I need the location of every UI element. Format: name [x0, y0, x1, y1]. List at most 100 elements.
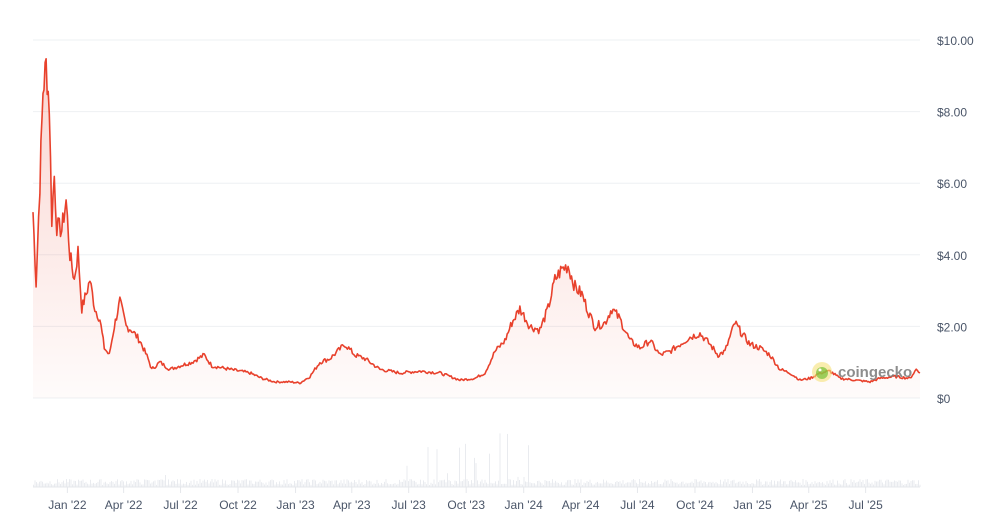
- volume-bar: [393, 483, 394, 487]
- volume-bar: [298, 480, 300, 487]
- volume-bar: [228, 484, 229, 487]
- volume-bar: [210, 481, 211, 487]
- volume-bar: [817, 482, 819, 487]
- volume-bar: [504, 483, 505, 487]
- volume-bar: [343, 479, 345, 487]
- volume-bar: [490, 482, 492, 487]
- volume-bar: [84, 482, 85, 487]
- volume-bar: [699, 481, 700, 487]
- volume-bar: [453, 484, 454, 487]
- volume-bar: [477, 480, 478, 487]
- x-tick-label: Jul '23: [392, 498, 427, 512]
- volume-bar: [531, 483, 532, 487]
- volume-bar: [714, 483, 715, 487]
- volume-bar: [345, 483, 346, 487]
- volume-bar: [853, 480, 855, 487]
- volume-bar: [738, 481, 739, 487]
- volume-bar: [318, 483, 319, 487]
- volume-bar: [862, 480, 864, 487]
- volume-bar: [349, 482, 351, 487]
- volume-bar: [102, 484, 103, 487]
- volume-bar: [145, 479, 147, 487]
- price-area: [33, 58, 920, 399]
- volume-bar: [261, 482, 262, 487]
- volume-bar: [57, 479, 58, 487]
- volume-bar: [441, 480, 442, 487]
- volume-bar: [595, 482, 597, 487]
- volume-bar: [472, 483, 474, 487]
- volume-bar: [214, 479, 216, 487]
- volume-bar: [823, 483, 825, 487]
- volume-bar: [861, 481, 862, 487]
- volume-bar: [753, 483, 754, 487]
- volume-bar: [190, 480, 192, 487]
- volume-bar: [697, 481, 699, 487]
- volume-bar: [138, 479, 139, 487]
- volume-bar: [141, 484, 142, 487]
- volume-bar: [598, 483, 600, 487]
- volume-bar: [366, 480, 367, 487]
- volume-bar: [813, 484, 814, 487]
- volume-bar: [478, 484, 480, 487]
- volume-bar: [456, 481, 457, 487]
- volume-bar: [108, 484, 109, 487]
- volume-bar: [852, 482, 853, 487]
- volume-bar: [670, 479, 672, 487]
- volume-bar: [843, 480, 844, 487]
- volume-bar: [351, 481, 352, 487]
- volume-bar: [693, 483, 694, 487]
- volume-bar: [687, 483, 688, 487]
- volume-bar: [177, 479, 178, 487]
- volume-bar: [720, 479, 721, 487]
- volume-bar: [694, 479, 696, 487]
- volume-bar: [798, 482, 799, 487]
- volume-bar: [637, 484, 639, 487]
- volume-bar: [78, 479, 79, 487]
- volume-bar: [445, 482, 447, 487]
- volume-bar: [790, 479, 792, 487]
- volume-bar: [660, 484, 661, 487]
- volume-bar: [669, 483, 670, 487]
- volume-bar: [541, 483, 543, 487]
- volume-bar: [904, 484, 906, 487]
- volume-bar: [651, 480, 652, 487]
- volume-bar: [834, 484, 835, 487]
- volume-bar: [42, 481, 43, 487]
- volume-bar: [900, 480, 901, 487]
- volume-bar: [171, 481, 172, 487]
- volume-bar: [565, 482, 567, 487]
- volume-bar: [480, 481, 481, 487]
- volume-bar: [628, 482, 630, 487]
- volume-bar: [652, 482, 654, 487]
- volume-bar: [229, 483, 231, 487]
- volume-bar: [250, 480, 252, 487]
- volume-bar: [655, 481, 657, 487]
- volume-bar: [39, 481, 40, 487]
- volume-bar: [408, 481, 409, 487]
- volume-bar: [801, 484, 802, 487]
- volume-bar: [603, 479, 604, 487]
- volume-bar: [708, 482, 709, 487]
- volume-bar: [354, 480, 355, 487]
- volume-bar: [492, 483, 493, 487]
- volume-bar: [409, 479, 411, 487]
- volume-bar: [189, 482, 190, 487]
- volume-bar: [865, 479, 867, 487]
- volume-bar: [183, 483, 184, 487]
- volume-bar: [454, 480, 456, 487]
- volume-bar: [118, 484, 120, 487]
- volume-bar: [166, 484, 168, 487]
- volume-bar: [571, 484, 573, 487]
- volume-bar: [657, 480, 658, 487]
- volume-bar: [447, 473, 448, 487]
- volume-bar: [729, 484, 730, 487]
- volume-bar: [421, 484, 423, 487]
- volume-bar: [840, 484, 841, 487]
- volume-bar: [373, 483, 375, 487]
- volume-bar: [724, 479, 726, 487]
- volume-bar: [199, 479, 201, 487]
- volume-bar: [886, 479, 888, 487]
- volume-bar: [255, 481, 256, 487]
- volume-bar: [511, 484, 513, 487]
